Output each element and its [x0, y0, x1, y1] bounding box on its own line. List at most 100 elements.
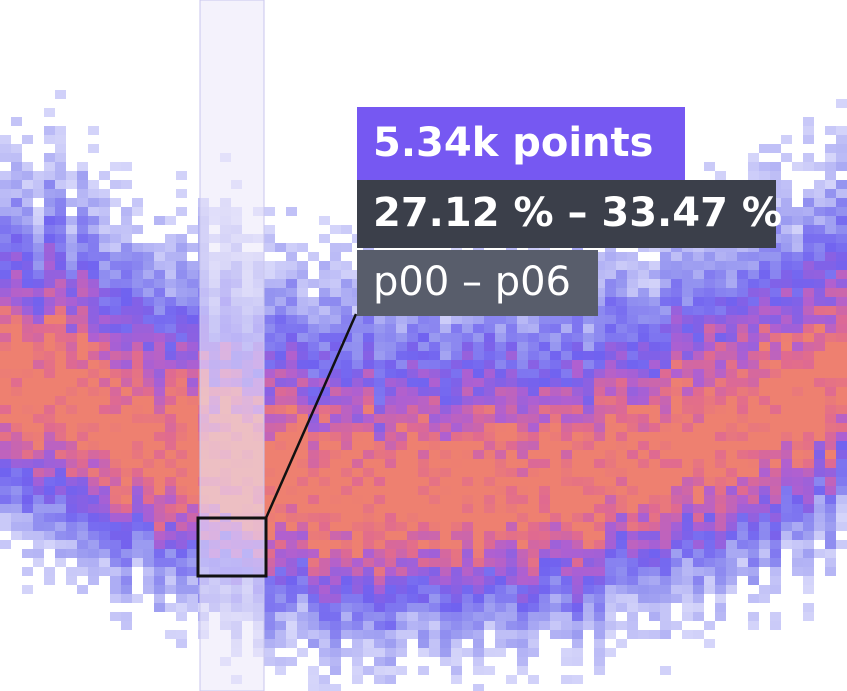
- heatmap-cell: [814, 180, 825, 189]
- heatmap-cell: [55, 225, 66, 234]
- heatmap-cell: [22, 369, 33, 378]
- heatmap-cell: [187, 504, 198, 513]
- heatmap-cell: [649, 441, 660, 450]
- heatmap-cell: [781, 459, 792, 468]
- selected-cell[interactable]: [196, 516, 268, 578]
- heatmap-cell: [66, 477, 77, 486]
- heatmap-cell: [319, 540, 330, 549]
- heatmap-cell: [440, 333, 451, 342]
- heatmap-cell: [671, 378, 682, 387]
- heatmap-cell: [715, 396, 726, 405]
- heatmap-cell: [88, 504, 99, 513]
- heatmap-cell: [572, 396, 583, 405]
- heatmap-cell: [616, 405, 627, 414]
- heatmap-cell: [396, 531, 407, 540]
- heatmap-cell: [825, 198, 836, 207]
- heatmap-cell: [693, 630, 704, 639]
- heatmap-cell: [132, 531, 143, 540]
- heatmap-cell: [550, 441, 561, 450]
- heatmap-cell: [660, 297, 671, 306]
- heatmap-cell: [77, 486, 88, 495]
- heatmap-cell: [726, 261, 737, 270]
- heatmap-cell: [121, 432, 132, 441]
- heatmap-cell: [605, 315, 616, 324]
- heatmap-cell: [726, 468, 737, 477]
- heatmap-cell: [297, 351, 308, 360]
- heatmap-cell: [495, 549, 506, 558]
- heatmap-cell: [440, 639, 451, 648]
- heatmap-cell: [506, 342, 517, 351]
- heatmap-cell: [88, 315, 99, 324]
- heatmap-cell: [440, 549, 451, 558]
- heatmap-cell: [671, 540, 682, 549]
- heatmap-cell: [616, 486, 627, 495]
- heatmap-cell: [264, 630, 275, 639]
- heatmap-cell: [473, 432, 484, 441]
- heatmap-cell: [627, 378, 638, 387]
- heatmap-cell: [110, 513, 121, 522]
- heatmap-cell: [704, 432, 715, 441]
- heatmap-cell: [495, 315, 506, 324]
- heatmap-cell: [275, 396, 286, 405]
- heatmap-cell: [264, 306, 275, 315]
- heatmap-cell: [407, 522, 418, 531]
- heatmap-cell: [374, 585, 385, 594]
- heatmap-cell: [0, 387, 11, 396]
- heatmap-cell: [836, 207, 847, 216]
- heatmap-cell: [44, 360, 55, 369]
- heatmap-cell: [275, 270, 286, 279]
- heatmap-cell: [297, 360, 308, 369]
- heatmap-cell: [286, 576, 297, 585]
- heatmap-cell: [11, 414, 22, 423]
- heatmap-cell: [286, 261, 297, 270]
- heatmap-cell: [506, 477, 517, 486]
- heatmap-cell: [330, 540, 341, 549]
- heatmap-cell: [693, 270, 704, 279]
- heatmap-cell: [594, 558, 605, 567]
- heatmap-cell: [154, 603, 165, 612]
- heatmap-cell: [814, 288, 825, 297]
- heatmap-cell: [286, 315, 297, 324]
- heatmap-cell: [66, 216, 77, 225]
- heatmap-cell: [682, 504, 693, 513]
- heatmap-cell: [143, 315, 154, 324]
- heatmap-cell: [451, 639, 462, 648]
- heatmap-cell: [297, 540, 308, 549]
- heatmap-cell: [825, 171, 836, 180]
- heatmap-cell: [605, 567, 616, 576]
- heatmap-cell: [506, 495, 517, 504]
- heatmap-cell: [814, 225, 825, 234]
- heatmap-cell: [495, 495, 506, 504]
- heatmap-cell: [308, 531, 319, 540]
- heatmap-cell: [638, 576, 649, 585]
- heatmap-cell: [682, 297, 693, 306]
- heatmap-cell: [737, 423, 748, 432]
- heatmap-cell: [66, 225, 77, 234]
- heatmap-cell: [330, 441, 341, 450]
- heatmap-cell: [275, 387, 286, 396]
- heatmap-cell: [572, 378, 583, 387]
- heatmap-cell: [693, 522, 704, 531]
- heatmap-cell: [99, 504, 110, 513]
- heatmap-cell: [671, 324, 682, 333]
- heatmap-cell: [418, 540, 429, 549]
- heatmap-cell: [539, 477, 550, 486]
- heatmap-cell: [429, 594, 440, 603]
- heatmap-cell: [473, 684, 484, 691]
- heatmap-cell: [495, 396, 506, 405]
- heatmap-cell: [77, 531, 88, 540]
- heatmap-cell: [187, 603, 198, 612]
- heatmap-cell: [737, 261, 748, 270]
- heatmap-cell: [429, 648, 440, 657]
- heatmap-cell: [374, 432, 385, 441]
- heatmap-cell: [11, 432, 22, 441]
- heatmap-cell: [77, 513, 88, 522]
- heatmap-cell: [682, 630, 693, 639]
- heatmap-cell: [297, 477, 308, 486]
- heatmap-cell: [22, 441, 33, 450]
- heatmap-cell: [605, 585, 616, 594]
- heatmap-cell: [110, 504, 121, 513]
- heatmap-cell: [176, 612, 187, 621]
- heatmap-cell: [781, 477, 792, 486]
- heatmap-cell: [154, 486, 165, 495]
